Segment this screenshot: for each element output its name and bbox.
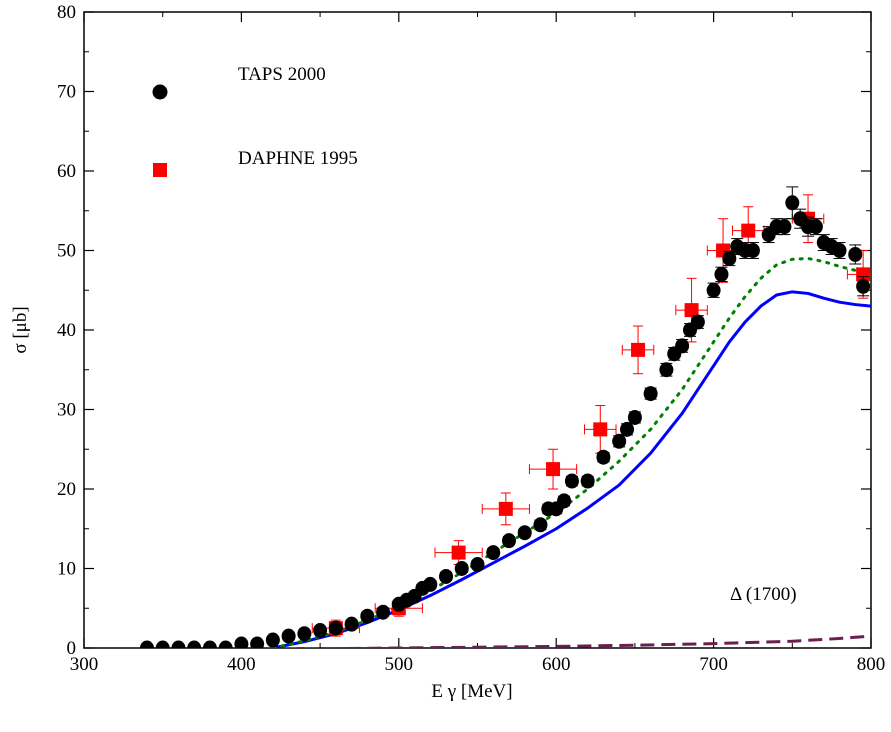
taps-point (745, 243, 760, 258)
daphne-point (856, 267, 871, 282)
legend-marker-taps (152, 84, 168, 100)
daphne-point (498, 501, 513, 516)
y-tick-label: 40 (57, 320, 76, 341)
taps-point (690, 314, 705, 330)
taps-point (328, 620, 343, 636)
taps-point (564, 473, 579, 489)
taps-point (250, 636, 265, 648)
y-tick-label: 0 (67, 638, 77, 659)
taps-point (344, 616, 359, 632)
dashed-curve (250, 634, 871, 648)
taps-point (360, 608, 375, 624)
taps-point (376, 604, 391, 620)
taps-point (486, 545, 501, 561)
daphne-point (741, 223, 756, 238)
x-tick-label: 600 (542, 654, 571, 675)
taps-point (533, 517, 548, 533)
taps-point (596, 449, 611, 465)
x-tick-label: 800 (857, 654, 886, 675)
y-tick-label: 50 (57, 241, 76, 262)
taps-point (627, 409, 642, 425)
taps-point (155, 640, 170, 648)
taps-point (139, 640, 154, 648)
taps-point (454, 561, 469, 576)
taps-point (187, 640, 202, 648)
taps-point (313, 623, 328, 639)
legend-label-taps: TAPS 2000 (238, 64, 326, 85)
taps-point (675, 338, 690, 354)
taps-point (620, 421, 635, 437)
daphne-point (684, 303, 699, 318)
taps-point (234, 636, 249, 648)
taps-point (714, 266, 729, 282)
taps-point (202, 640, 217, 648)
taps-point (785, 195, 800, 211)
taps-point (832, 243, 847, 258)
legend: TAPS 2000 DAPHNE 1995 (152, 64, 358, 177)
x-tick-label: 500 (385, 654, 414, 675)
taps-point (557, 493, 572, 509)
daphne-point (631, 342, 646, 357)
taps-point (423, 576, 438, 592)
taps-point (517, 525, 532, 541)
taps-point (265, 632, 280, 648)
y-tick-label: 10 (57, 559, 76, 580)
y-axis-title: σ [μb] (10, 306, 31, 353)
taps-point (856, 278, 871, 294)
y-tick-label: 80 (57, 2, 76, 23)
daphne-point (593, 422, 608, 437)
data-points (139, 186, 871, 648)
legend-marker-daphne (153, 163, 167, 177)
x-tick-label: 700 (699, 654, 728, 675)
taps-point (659, 362, 674, 378)
taps-point (580, 473, 595, 489)
daphne-point (546, 462, 561, 477)
taps-point (171, 640, 186, 648)
taps-point (439, 568, 454, 584)
taps-point (777, 219, 792, 235)
taps-point (612, 433, 627, 449)
y-axis: 0 10 20 30 40 50 60 70 80 (57, 2, 871, 659)
y-tick-label: 70 (57, 82, 76, 103)
y-tick-label: 60 (57, 161, 76, 182)
x-tick-label: 400 (227, 654, 256, 675)
taps-point (706, 282, 721, 298)
daphne-point (451, 545, 466, 560)
delta-1700-annotation: Δ (1700) (730, 584, 797, 605)
taps-point (501, 533, 516, 549)
taps-point (218, 640, 233, 648)
taps-point (297, 626, 312, 642)
taps-point (808, 219, 823, 235)
x-axis: 300 400 500 600 700 800 (70, 12, 886, 675)
legend-label-daphne: DAPHNE 1995 (238, 148, 358, 169)
taps-point (643, 386, 658, 402)
taps-point (848, 246, 863, 262)
dotted-curve (271, 256, 871, 648)
x-tick-label: 300 (70, 654, 99, 675)
taps-point (281, 628, 296, 644)
y-tick-label: 20 (57, 479, 76, 500)
x-axis-title: E γ [MeV] (431, 681, 512, 702)
y-tick-label: 30 (57, 400, 76, 421)
taps-point (470, 557, 485, 573)
